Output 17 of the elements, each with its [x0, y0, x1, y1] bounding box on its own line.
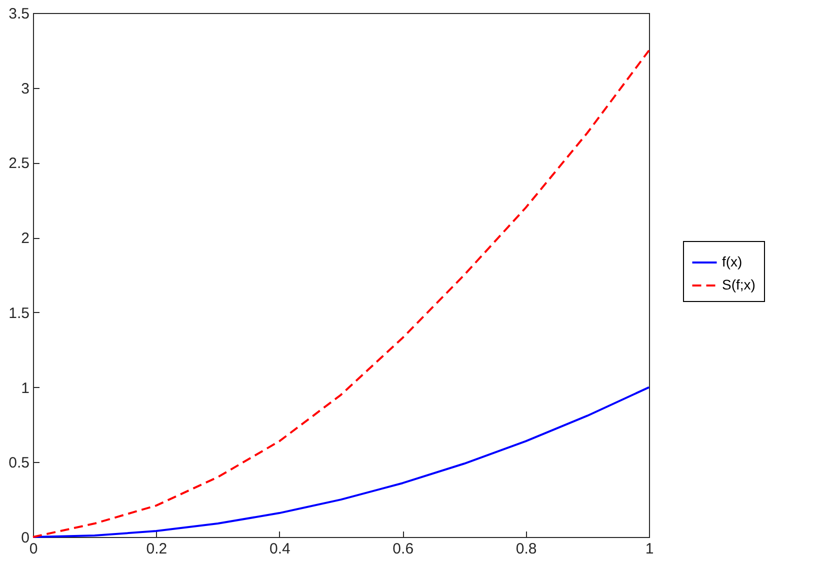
line-series — [32, 49, 650, 538]
y-tick-label: 3.5 — [8, 6, 30, 22]
y-tick-label: 3 — [21, 80, 30, 98]
y-tick-label: 2.5 — [8, 155, 30, 172]
y-tick-label: 1.5 — [8, 304, 30, 322]
legend-label: S(f;x) — [722, 276, 756, 292]
x-tick-label: 0.2 — [146, 540, 168, 558]
y-tick-label: 1 — [21, 380, 30, 397]
x-tick-label: 0.8 — [516, 540, 537, 558]
x-tick-label: 0.6 — [392, 540, 414, 558]
y-tick-label: 0.5 — [8, 454, 30, 472]
x-tick-label: 1 — [645, 540, 654, 558]
line-series — [32, 386, 650, 538]
x-tick-label: 0.4 — [269, 540, 290, 558]
y-tick-label: 2 — [21, 230, 30, 248]
y-tick-label: 0 — [21, 530, 30, 546]
legend-label: f(x) — [722, 254, 742, 270]
